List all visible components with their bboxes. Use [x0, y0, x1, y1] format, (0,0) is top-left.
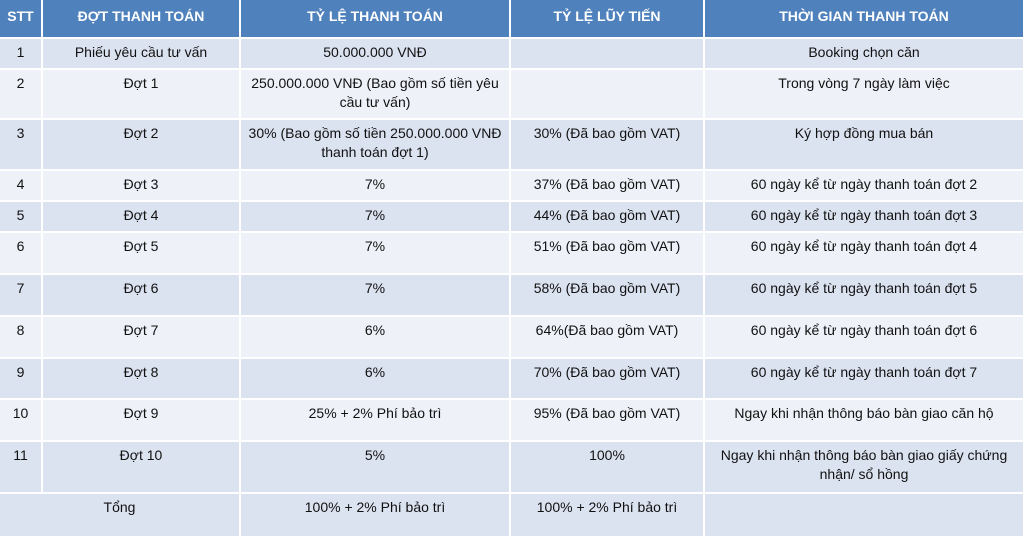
cell-stt: 5 — [0, 201, 43, 233]
cell-cumulative: 100% — [510, 441, 705, 494]
header-stt: STT — [0, 0, 43, 39]
cell-phase: Đợt 7 — [42, 316, 241, 359]
cell-phase: Đợt 8 — [42, 358, 241, 400]
cell-rate: 7% — [240, 201, 511, 233]
cell-stt: 7 — [0, 274, 43, 317]
cell-time: 60 ngày kể từ ngày thanh toán đợt 7 — [704, 358, 1024, 400]
cell-rate: 5% — [240, 441, 511, 494]
total-rate: 100% + 2% Phí bảo trì — [240, 493, 511, 538]
cell-time: Booking chọn căn — [704, 38, 1024, 70]
cell-cumulative: 95% (Đã bao gồm VAT) — [510, 399, 705, 442]
table-row: 9 Đợt 8 6% 70% (Đã bao gồm VAT) 60 ngày … — [0, 358, 1024, 400]
table-row: 7 Đợt 6 7% 58% (Đã bao gồm VAT) 60 ngày … — [0, 274, 1024, 317]
table-row: 6 Đợt 5 7% 51% (Đã bao gồm VAT) 60 ngày … — [0, 232, 1024, 275]
cell-rate: 25% + 2% Phí bảo trì — [240, 399, 511, 442]
cell-cumulative: 64%(Đã bao gồm VAT) — [510, 316, 705, 359]
table-row: 1 Phiếu yêu cầu tư vấn 50.000.000 VNĐ Bo… — [0, 38, 1024, 70]
cell-stt: 1 — [0, 38, 43, 70]
cell-time: 60 ngày kể từ ngày thanh toán đợt 3 — [704, 201, 1024, 233]
cell-stt: 4 — [0, 170, 43, 202]
cell-phase: Đợt 3 — [42, 170, 241, 202]
cell-time: Ngay khi nhận thông báo bàn giao giấy ch… — [704, 441, 1024, 494]
header-phase: ĐỢT THANH TOÁN — [42, 0, 241, 39]
cell-stt: 8 — [0, 316, 43, 359]
header-rate: TỶ LỆ THANH TOÁN — [240, 0, 511, 39]
table-row: 8 Đợt 7 6% 64%(Đã bao gồm VAT) 60 ngày k… — [0, 316, 1024, 359]
cell-rate: 7% — [240, 232, 511, 275]
table-row: 10 Đợt 9 25% + 2% Phí bảo trì 95% (Đã ba… — [0, 399, 1024, 442]
cell-rate: 7% — [240, 274, 511, 317]
cell-cumulative: 58% (Đã bao gồm VAT) — [510, 274, 705, 317]
cell-time: 60 ngày kể từ ngày thanh toán đợt 6 — [704, 316, 1024, 359]
total-label: Tổng — [0, 493, 241, 538]
cell-cumulative: 70% (Đã bao gồm VAT) — [510, 358, 705, 400]
total-time — [704, 493, 1024, 538]
cell-phase: Đợt 10 — [42, 441, 241, 494]
cell-cumulative: 44% (Đã bao gồm VAT) — [510, 201, 705, 233]
cell-cumulative: 51% (Đã bao gồm VAT) — [510, 232, 705, 275]
cell-stt: 9 — [0, 358, 43, 400]
cell-phase: Đợt 1 — [42, 69, 241, 120]
total-row: Tổng 100% + 2% Phí bảo trì 100% + 2% Phí… — [0, 493, 1024, 538]
cell-cumulative — [510, 69, 705, 120]
cell-time: Ngay khi nhận thông báo bàn giao căn hộ — [704, 399, 1024, 442]
cell-rate: 30% (Bao gồm số tiền 250.000.000 VNĐ tha… — [240, 119, 511, 171]
cell-stt: 10 — [0, 399, 43, 442]
cell-time: Ký hợp đồng mua bán — [704, 119, 1024, 171]
cell-cumulative: 30% (Đã bao gồm VAT) — [510, 119, 705, 171]
cell-time: Trong vòng 7 ngày làm việc — [704, 69, 1024, 120]
cell-cumulative: 37% (Đã bao gồm VAT) — [510, 170, 705, 202]
cell-stt: 11 — [0, 441, 43, 494]
cell-rate: 6% — [240, 316, 511, 359]
cell-stt: 2 — [0, 69, 43, 120]
cell-phase: Đợt 9 — [42, 399, 241, 442]
cell-time: 60 ngày kể từ ngày thanh toán đợt 4 — [704, 232, 1024, 275]
cell-phase: Đợt 2 — [42, 119, 241, 171]
cell-stt: 6 — [0, 232, 43, 275]
cell-rate: 7% — [240, 170, 511, 202]
total-cumulative: 100% + 2% Phí bảo trì — [510, 493, 705, 538]
cell-time: 60 ngày kể từ ngày thanh toán đợt 2 — [704, 170, 1024, 202]
cell-phase: Phiếu yêu cầu tư vấn — [42, 38, 241, 70]
table-row: 5 Đợt 4 7% 44% (Đã bao gồm VAT) 60 ngày … — [0, 201, 1024, 233]
table-row: 3 Đợt 2 30% (Bao gồm số tiền 250.000.000… — [0, 119, 1024, 171]
cell-rate: 6% — [240, 358, 511, 400]
cell-cumulative — [510, 38, 705, 70]
cell-rate: 50.000.000 VNĐ — [240, 38, 511, 70]
cell-stt: 3 — [0, 119, 43, 171]
cell-phase: Đợt 6 — [42, 274, 241, 317]
header-cumulative: TỶ LỆ LŨY TIẾN — [510, 0, 705, 39]
table-row: 2 Đợt 1 250.000.000 VNĐ (Bao gồm số tiền… — [0, 69, 1024, 120]
cell-time: 60 ngày kể từ ngày thanh toán đợt 5 — [704, 274, 1024, 317]
table-row: 11 Đợt 10 5% 100% Ngay khi nhận thông bá… — [0, 441, 1024, 494]
cell-phase: Đợt 4 — [42, 201, 241, 233]
header-time: THỜI GIAN THANH TOÁN — [704, 0, 1024, 39]
header-row: STT ĐỢT THANH TOÁN TỶ LỆ THANH TOÁN TỶ L… — [0, 0, 1024, 39]
cell-rate: 250.000.000 VNĐ (Bao gồm số tiền yêu cầu… — [240, 69, 511, 120]
cell-phase: Đợt 5 — [42, 232, 241, 275]
table-row: 4 Đợt 3 7% 37% (Đã bao gồm VAT) 60 ngày … — [0, 170, 1024, 202]
